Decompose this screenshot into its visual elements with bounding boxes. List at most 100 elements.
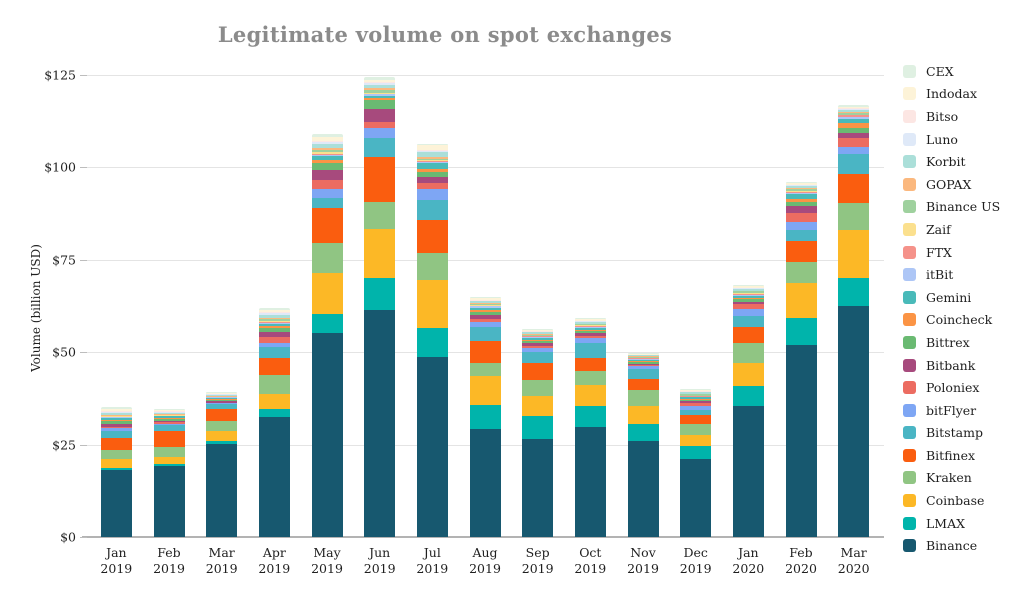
bar-segment-kraken <box>574 370 606 385</box>
bar-jul-2019 <box>416 143 448 537</box>
bar-segment-bittrex <box>311 163 343 170</box>
bar-segment-coinbase <box>574 384 606 406</box>
x-axis-line <box>82 536 884 538</box>
bar-segment-lmax <box>785 317 817 345</box>
legend-swatch-gopax <box>903 177 916 191</box>
y-tick-label-100: $100 <box>44 159 76 175</box>
bar-segment-indodax <box>522 329 554 331</box>
bar-segment-ftx <box>416 161 448 162</box>
bar-sep-2019 <box>522 328 554 537</box>
bar-segment-poloniex <box>153 422 185 424</box>
bar-segment-gopax <box>574 323 606 325</box>
bar-segment-binance <box>100 470 132 537</box>
bar-segment-gopax <box>311 147 343 150</box>
bar-segment-lmax <box>364 277 396 310</box>
bar-segment-cex <box>258 308 290 310</box>
bar-segment-bitstamp <box>785 229 817 241</box>
bar-segment-itbit <box>364 94 396 96</box>
bar-segment-kraken <box>627 389 659 406</box>
bar-segment-cex <box>364 77 396 80</box>
bar-segment-coinbase <box>522 396 554 417</box>
y-tick-label-75: $75 <box>52 252 76 268</box>
bar-segment-ftx <box>785 191 817 193</box>
legend-swatch-bitfinex <box>903 448 916 462</box>
bar-segment-coincheck <box>627 361 659 363</box>
x-tick-label-aug-2019: Aug 2019 <box>469 545 501 577</box>
bar-segment-poloniex <box>364 122 396 128</box>
bar-segment-coinbase <box>680 435 712 447</box>
bar-segment-bittrex <box>364 99 396 109</box>
bar-segment-luno <box>522 331 554 333</box>
bar-segment-kraken <box>680 424 712 436</box>
bar-segment-binance-us <box>311 149 343 152</box>
legend-swatch-gemini <box>903 290 916 304</box>
legend-label: Bitfinex <box>926 447 976 463</box>
bar-segment-poloniex <box>416 182 448 189</box>
legend-swatch-poloniex <box>903 381 916 395</box>
bar-segment-zaif <box>100 416 132 418</box>
bar-segment-coincheck <box>785 198 817 202</box>
chart-title: Legitimate volume on spot exchanges <box>217 22 673 47</box>
bar-segment-luno <box>732 288 764 290</box>
bar-segment-kraken <box>469 363 501 377</box>
bar-segment-ftx <box>627 358 659 359</box>
bar-segment-indodax <box>680 389 712 391</box>
bar-segment-cex <box>206 391 238 394</box>
legend-swatch-korbit <box>903 155 916 169</box>
bar-segment-coinbase <box>258 393 290 409</box>
legend-item-bitbank: Bitbank <box>903 354 1000 377</box>
bar-segment-korbit <box>680 392 712 394</box>
bar-segment-coincheck <box>153 417 185 419</box>
legend-swatch-binance-us <box>903 200 916 214</box>
bar-segment-bitstamp <box>153 425 185 432</box>
legend-swatch-indodax <box>903 87 916 101</box>
x-tick-label-jan-2019: Jan 2019 <box>100 545 133 577</box>
bar-segment-indodax <box>311 136 343 141</box>
bar-segment-bitstamp <box>680 410 712 416</box>
bar-segment-coincheck <box>100 419 132 422</box>
bar-segment-kraken <box>206 421 238 431</box>
bar-segment-bitfinex <box>311 208 343 244</box>
bar-segment-bittrex <box>785 201 817 207</box>
bar-segment-binance <box>680 459 712 537</box>
bar-segment-bitfinex <box>258 358 290 375</box>
bar-segment-cex <box>100 407 132 409</box>
bar-segment-itbit <box>469 306 501 308</box>
y-tick-label-125: $125 <box>44 67 76 83</box>
bar-segment-korbit <box>522 332 554 334</box>
y-tick-mark-0 <box>80 537 87 538</box>
legend-swatch-cex <box>903 64 916 78</box>
bar-segment-indodax <box>574 319 606 321</box>
bar-segment-bitso <box>732 287 764 289</box>
y-tick-mark-50 <box>80 352 87 354</box>
bar-segment-poloniex <box>206 402 238 404</box>
bar-segment-poloniex <box>627 365 659 367</box>
bar-segment-bitfinex <box>732 327 764 344</box>
legend-item-bitflyer: bitFlyer <box>903 399 1000 422</box>
bar-segment-zaif <box>416 160 448 162</box>
legend-label: Poloniex <box>926 380 980 396</box>
bar-segment-binance <box>206 443 238 537</box>
bar-segment-cex <box>574 318 606 320</box>
bar-dec-2019 <box>680 388 712 537</box>
bar-segment-indodax <box>416 144 448 150</box>
y-tick-label-50: $50 <box>52 344 76 360</box>
bar-segment-gopax <box>416 157 448 159</box>
bar-segment-cex <box>522 328 554 330</box>
gridline-125 <box>82 75 884 76</box>
bar-segment-gopax <box>258 317 290 320</box>
bar-oct-2019 <box>574 318 606 537</box>
legend-swatch-itbit <box>903 268 916 282</box>
bar-segment-bitstamp <box>364 138 396 157</box>
legend-label: Zaif <box>926 221 951 237</box>
legend-item-poloniex: Poloniex <box>903 376 1000 399</box>
bar-segment-gemini <box>153 416 185 418</box>
bar-segment-korbit <box>574 322 606 324</box>
bar-segment-bitbank <box>206 401 238 403</box>
legend-label: Kraken <box>926 470 972 486</box>
x-tick-label-oct-2019: Oct 2019 <box>574 545 607 577</box>
bar-segment-bitso <box>785 184 817 186</box>
bar-segment-lmax <box>732 386 764 407</box>
bar-segment-coinbase <box>838 229 870 278</box>
